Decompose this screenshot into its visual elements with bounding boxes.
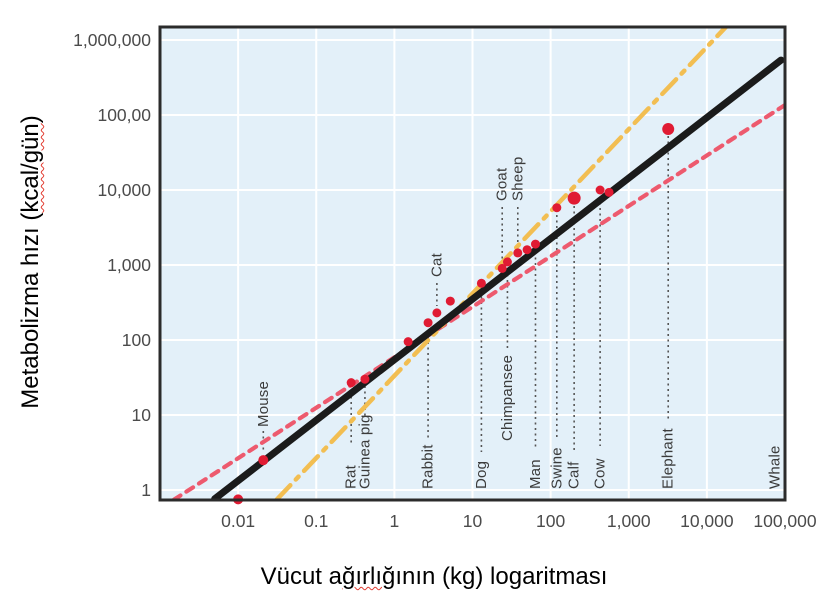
animal-label-sheep: Sheep bbox=[509, 157, 526, 201]
y-tick-label: 100 bbox=[122, 330, 151, 350]
animal-label-mouse: Mouse bbox=[255, 381, 272, 427]
data-point bbox=[604, 187, 614, 197]
animal-label-rabbit: Rabbit bbox=[420, 444, 437, 489]
data-point-cow bbox=[595, 185, 605, 195]
animal-label-swine: Swine bbox=[548, 447, 565, 489]
x-tick-label: 10 bbox=[463, 511, 483, 531]
x-tick-label: 0.01 bbox=[221, 511, 255, 531]
y-tick-label: 10 bbox=[132, 405, 152, 425]
kleiber-three-quarter-power-line bbox=[211, 56, 785, 500]
animal-label-calf: Calf bbox=[566, 461, 583, 489]
x-axis-title-text-end: ğının (kg) logaritması bbox=[381, 563, 608, 590]
data-point-mouse bbox=[258, 455, 269, 466]
y-tick-label: 1 bbox=[141, 480, 151, 500]
data-point-sheep bbox=[513, 248, 523, 258]
x-axis-title: Vücut ağırlığının (kg) logaritması bbox=[261, 563, 608, 591]
y-tick-label: 1,000 bbox=[107, 255, 151, 275]
x-tick-label: 100,000 bbox=[753, 511, 817, 531]
x-tick-label: 10,000 bbox=[680, 511, 734, 531]
data-point-rabbit bbox=[423, 318, 433, 328]
y-axis-title-misspelled-word: kcal/gün bbox=[17, 123, 44, 213]
data-point-man bbox=[530, 239, 540, 249]
x-tick-label: 1 bbox=[390, 511, 400, 531]
data-point-goat bbox=[497, 263, 507, 273]
slope-one-proportional-line bbox=[274, 27, 729, 500]
animal-label-chimpansee: Chimpansee bbox=[499, 355, 516, 441]
data-point bbox=[403, 337, 413, 347]
plot-border bbox=[158, 25, 787, 502]
slope-two-thirds-surface-line bbox=[171, 102, 785, 500]
data-point-calf bbox=[567, 191, 581, 205]
data-point-swine bbox=[552, 203, 562, 213]
x-tick-label: 1,000 bbox=[607, 511, 651, 531]
animal-label-cow: Cow bbox=[592, 458, 609, 489]
animal-label-man: Man bbox=[527, 459, 544, 489]
data-point-guinea-pig bbox=[360, 374, 370, 384]
data-point-cat bbox=[432, 308, 442, 318]
data-point-rat bbox=[346, 378, 356, 388]
data-point-dog bbox=[476, 278, 486, 288]
y-axis-title: Metabolizma hızı (kcal/gün) bbox=[17, 115, 45, 408]
animal-label-dog: Dog bbox=[473, 461, 490, 489]
x-tick-label: 0.1 bbox=[304, 511, 328, 531]
data-point bbox=[522, 245, 532, 255]
x-axis-title-text: Vücut a bbox=[260, 563, 342, 590]
animal-label-elephant: Elephant bbox=[660, 428, 677, 489]
x-axis-title-misspelled-word: ğırlı bbox=[341, 563, 382, 590]
data-point bbox=[445, 296, 455, 306]
animal-label-cat: Cat bbox=[428, 252, 445, 277]
data-point-chimpansee bbox=[502, 257, 512, 267]
data-point-elephant bbox=[662, 123, 675, 136]
animal-label-rat: Rat bbox=[343, 464, 360, 489]
y-tick-label: 10,000 bbox=[97, 180, 151, 200]
animal-label-whale: Whale bbox=[767, 445, 784, 489]
x-tick-label: 100 bbox=[536, 511, 565, 531]
y-axis-title-text: Metabolizma hızı ( bbox=[17, 212, 44, 409]
animal-label-goat: Goat bbox=[494, 167, 511, 201]
y-tick-label: 100,00 bbox=[97, 105, 151, 125]
y-tick-label: 1,000,000 bbox=[73, 30, 151, 50]
animal-label-guinea-pig: Guinea pig bbox=[356, 414, 373, 489]
y-axis-title-text-end: ) bbox=[17, 115, 44, 124]
